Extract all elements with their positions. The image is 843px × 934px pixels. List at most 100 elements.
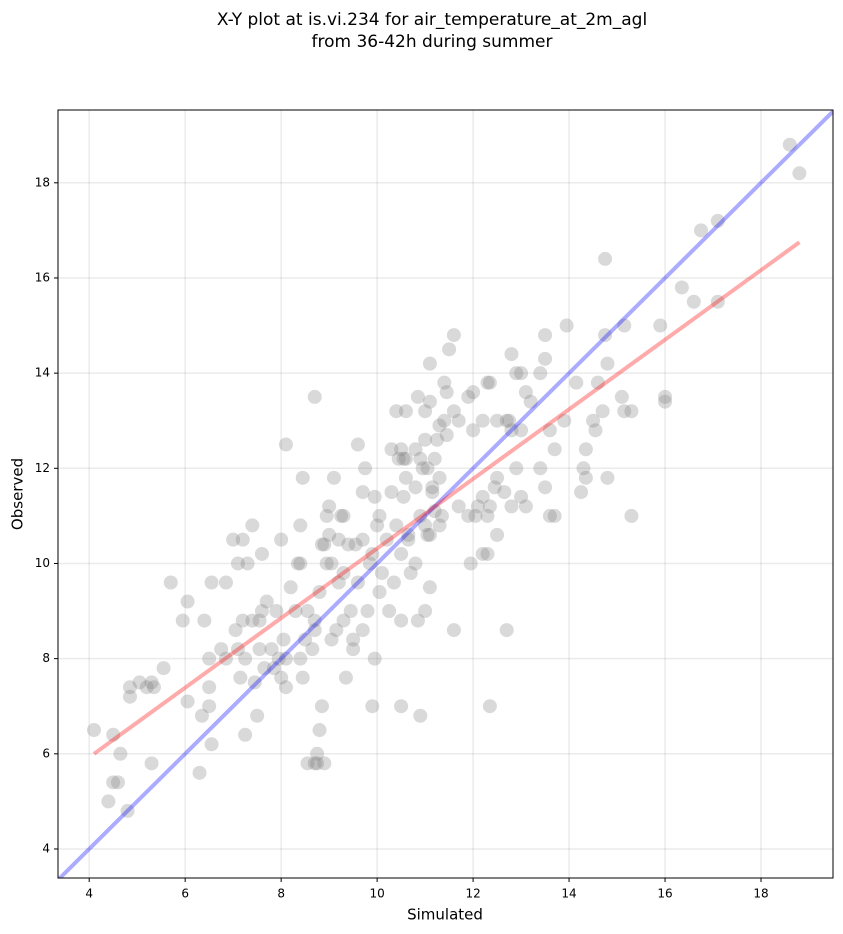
point bbox=[461, 389, 476, 404]
point bbox=[538, 351, 553, 366]
point bbox=[235, 613, 250, 628]
point bbox=[322, 499, 337, 514]
point bbox=[490, 527, 505, 542]
point bbox=[588, 423, 603, 438]
x-tick-label: 12 bbox=[465, 887, 480, 901]
point bbox=[202, 699, 217, 714]
point bbox=[614, 389, 629, 404]
point bbox=[254, 604, 269, 619]
point bbox=[293, 556, 308, 571]
point bbox=[264, 642, 279, 657]
point bbox=[240, 556, 255, 571]
point bbox=[101, 794, 116, 809]
chart-title: X-Y plot at is.vi.234 for air_temperatur… bbox=[217, 10, 647, 30]
point bbox=[254, 546, 269, 561]
point bbox=[427, 451, 442, 466]
y-tick-label: 4 bbox=[42, 841, 50, 855]
point bbox=[346, 642, 361, 657]
point bbox=[600, 356, 615, 371]
point bbox=[391, 451, 406, 466]
point bbox=[658, 389, 673, 404]
point bbox=[139, 680, 154, 695]
point bbox=[360, 604, 375, 619]
point bbox=[245, 518, 260, 533]
point bbox=[394, 442, 409, 457]
point bbox=[420, 527, 435, 542]
point bbox=[233, 670, 248, 685]
point bbox=[307, 623, 322, 638]
point bbox=[422, 580, 437, 595]
point bbox=[269, 604, 284, 619]
point bbox=[367, 651, 382, 666]
point bbox=[590, 375, 605, 390]
point bbox=[331, 575, 346, 590]
point bbox=[504, 347, 519, 362]
point bbox=[132, 675, 147, 690]
point bbox=[338, 670, 353, 685]
point bbox=[343, 604, 358, 619]
point bbox=[252, 613, 267, 628]
point bbox=[295, 670, 310, 685]
point bbox=[475, 489, 490, 504]
point bbox=[319, 556, 334, 571]
point bbox=[307, 756, 322, 771]
point bbox=[480, 546, 495, 561]
point bbox=[367, 489, 382, 504]
point bbox=[245, 613, 260, 628]
point bbox=[446, 404, 461, 419]
y-tick-label: 10 bbox=[35, 556, 50, 570]
point bbox=[694, 223, 709, 238]
point bbox=[300, 604, 315, 619]
point bbox=[180, 594, 195, 609]
point bbox=[214, 642, 229, 657]
point bbox=[427, 504, 442, 519]
y-axis-label: Observed bbox=[9, 458, 27, 530]
point bbox=[350, 575, 365, 590]
point bbox=[538, 328, 553, 343]
point bbox=[710, 213, 725, 228]
point bbox=[355, 485, 370, 500]
point bbox=[146, 680, 161, 695]
point bbox=[497, 485, 512, 500]
point bbox=[514, 366, 529, 381]
point bbox=[595, 404, 610, 419]
x-tick-label: 6 bbox=[181, 887, 189, 901]
y-tick-label: 14 bbox=[35, 366, 50, 380]
point bbox=[250, 708, 265, 723]
point bbox=[533, 461, 548, 476]
point bbox=[322, 527, 337, 542]
point bbox=[113, 746, 128, 761]
point bbox=[278, 680, 293, 695]
point bbox=[110, 775, 125, 790]
point bbox=[432, 518, 447, 533]
point bbox=[394, 546, 409, 561]
point bbox=[307, 613, 322, 628]
fit-line bbox=[58, 110, 833, 878]
point bbox=[324, 632, 339, 647]
point bbox=[202, 680, 217, 695]
point bbox=[290, 556, 305, 571]
point bbox=[482, 499, 497, 514]
x-tick-label: 8 bbox=[277, 887, 285, 901]
point bbox=[403, 565, 418, 580]
point bbox=[576, 461, 591, 476]
point bbox=[413, 708, 428, 723]
point bbox=[230, 642, 245, 657]
point bbox=[518, 499, 533, 514]
point bbox=[408, 556, 423, 571]
point bbox=[413, 451, 428, 466]
point bbox=[252, 642, 267, 657]
point bbox=[547, 508, 562, 523]
point bbox=[374, 565, 389, 580]
point bbox=[228, 623, 243, 638]
point bbox=[415, 461, 430, 476]
point bbox=[238, 727, 253, 742]
point bbox=[317, 537, 332, 552]
point bbox=[283, 580, 298, 595]
point bbox=[401, 527, 416, 542]
point bbox=[710, 294, 725, 309]
point bbox=[324, 556, 339, 571]
point bbox=[542, 508, 557, 523]
point bbox=[410, 613, 425, 628]
point bbox=[437, 413, 452, 428]
